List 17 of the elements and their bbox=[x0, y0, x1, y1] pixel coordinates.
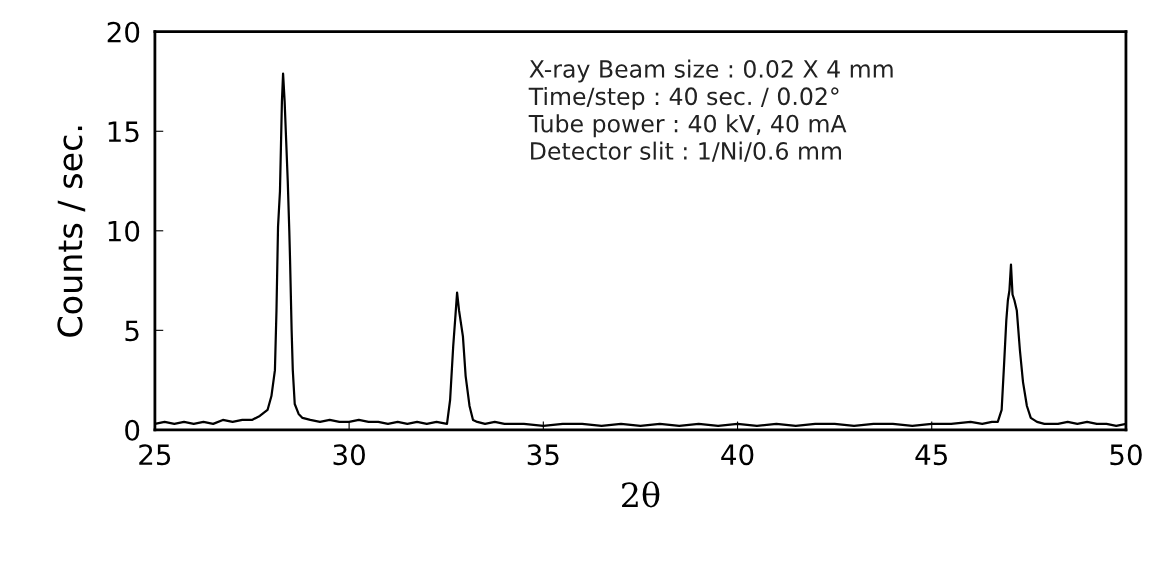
y-tick-label: 5 bbox=[125, 320, 139, 342]
x-tick-label: 30 bbox=[333, 444, 365, 466]
x-tick-label: 45 bbox=[915, 444, 947, 466]
annotation: Detector slit : 1/Ni/0.6 mm bbox=[531, 141, 841, 162]
y-tick-label: 15 bbox=[108, 121, 139, 143]
annotation: Time/step : 40 sec. / 0.02° bbox=[528, 86, 839, 110]
x-axis-title: 2θ bbox=[622, 481, 660, 508]
y-tick-label: 10 bbox=[108, 220, 140, 242]
annotation: Tube power : 40 kV, 40 mA bbox=[528, 114, 847, 138]
y-axis-title: Counts / sec. bbox=[57, 126, 86, 337]
y-tick-label: 0 bbox=[125, 419, 140, 441]
x-tick-label: 25 bbox=[139, 444, 171, 466]
x-tick-label: 35 bbox=[527, 444, 559, 466]
x-tick-label: 40 bbox=[721, 444, 754, 466]
y-tick-label: 20 bbox=[107, 21, 140, 43]
annotation: X-ray Beam size : 0.02 X 4 mm bbox=[529, 59, 893, 83]
x-tick-label: 50 bbox=[1110, 444, 1142, 466]
